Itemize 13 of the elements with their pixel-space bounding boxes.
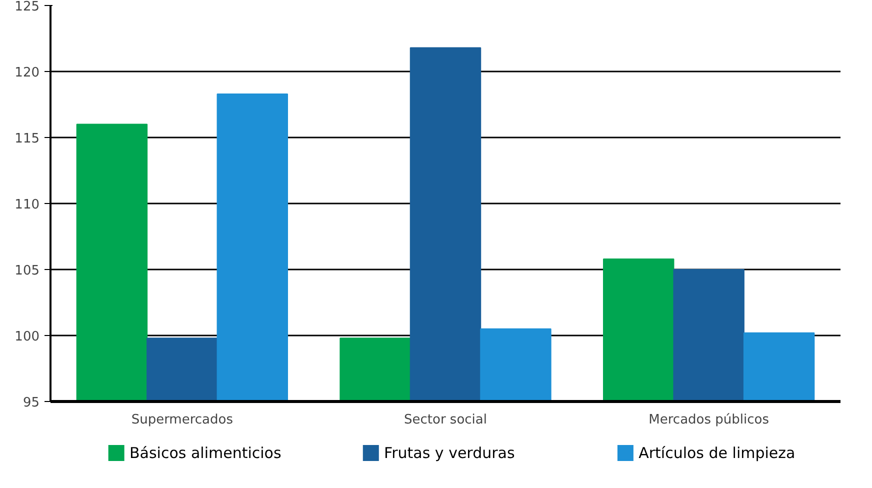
x-tick-label: Sector social [404,412,488,428]
x-tick-label: Supermercados [131,412,234,428]
y-tick-label: 115 [14,132,40,146]
legend-label: Básicos alimenticios [130,444,282,462]
y-tick-label: 120 [14,66,40,80]
y-tick-label: 105 [14,264,40,278]
y-tick-label: 100 [14,330,40,344]
y-tick-label: 95 [22,396,40,410]
y-tick-label: 125 [14,0,40,14]
legend-label: Frutas y verduras [384,444,515,462]
x-tick-label: Mercados públicos [648,412,770,428]
y-tick-label: 110 [14,198,40,212]
legend-label: Artículos de limpieza [638,444,796,462]
